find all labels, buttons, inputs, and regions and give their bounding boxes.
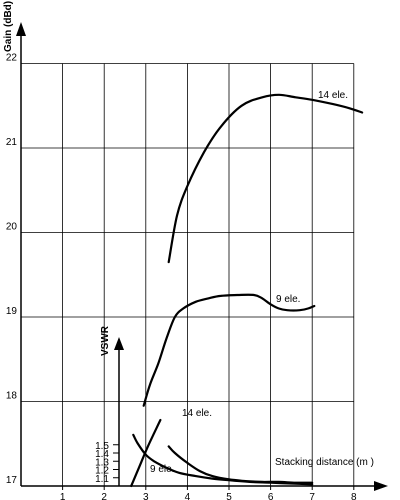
gain-14-ele-label: 14 ele. [318, 90, 348, 101]
vswr-y-axis-arrow [114, 337, 124, 350]
x-tick-label: 7 [309, 492, 315, 500]
x-axis-title: Stacking distance (m ) [275, 457, 374, 468]
x-tick-label: 2 [101, 492, 107, 500]
vswr-curve-14-ele [167, 445, 314, 484]
gain-y-axis-arrow [16, 22, 26, 36]
vswr-14-ele-label: 14 ele. [182, 408, 212, 419]
vswr-tick-label: 1.3 [95, 457, 109, 468]
gain-tick-label: 22 [6, 53, 18, 64]
gain-curve-14-ele [167, 93, 364, 264]
vswr-9-ele-label: 9 ele. [150, 464, 174, 475]
gain-tick-label: 18 [6, 391, 18, 402]
vswr-tick-label: 1.1 [95, 474, 109, 485]
vswr-tick-label: 1.4 [95, 449, 109, 460]
x-tick-label: 1 [60, 492, 66, 500]
curves [130, 93, 364, 488]
vswr-rising-curve [130, 418, 162, 488]
vswr-tick-label: 1.5 [95, 441, 109, 452]
vswr-tick-label: 1.2 [95, 466, 109, 477]
axes [16, 22, 388, 491]
x-axis-arrow [374, 481, 388, 491]
gain-tick-label: 21 [6, 137, 18, 148]
x-tick-label: 6 [268, 492, 274, 500]
tick-labels: 1 2 3 4 5 6 7 8 17 18 19 20 21 22 1.11.21.31.41.5 [6, 53, 357, 500]
gain-9-ele-label: 9 ele. [276, 294, 300, 305]
x-tick-label: 4 [185, 492, 191, 500]
gain-tick-label: 20 [6, 222, 18, 233]
vswr-axis-title: VSWR [100, 325, 111, 356]
x-tick-label: 8 [351, 492, 357, 500]
x-tick-label: 3 [143, 492, 149, 500]
gain-tick-label: 19 [6, 306, 18, 317]
labels: Gain (dBd) VSWR Stacking distance (m ) 1… [3, 1, 374, 475]
x-tick-label: 5 [226, 492, 232, 500]
gain-axis-title: Gain (dBd) [3, 1, 14, 52]
gain-grid [21, 63, 355, 486]
gain-curve-9-ele [142, 293, 316, 407]
gain-tick-label: 17 [6, 475, 18, 486]
